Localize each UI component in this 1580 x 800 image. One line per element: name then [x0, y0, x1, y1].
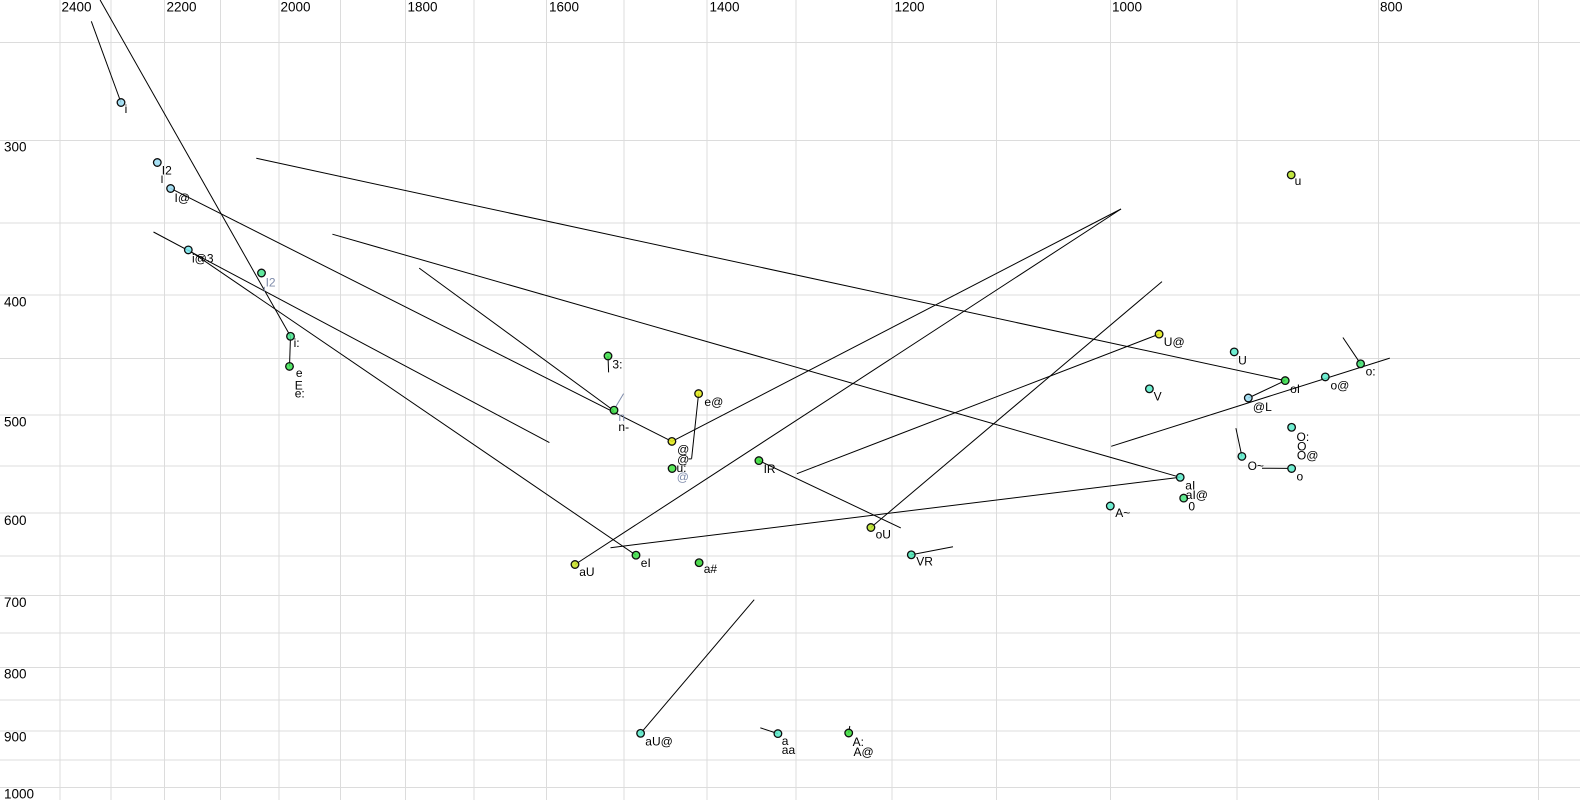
- svg-text:A:: A:: [853, 735, 864, 749]
- svg-text:1000: 1000: [4, 786, 34, 800]
- svg-text:U@: U@: [1164, 335, 1185, 349]
- svg-text:oU: oU: [876, 527, 891, 541]
- svg-text:O~: O~: [1248, 459, 1264, 473]
- svg-text:@: @: [677, 443, 689, 457]
- svg-text:500: 500: [4, 414, 27, 429]
- svg-text:@L: @L: [1253, 400, 1272, 414]
- svg-text:i:: i:: [294, 336, 300, 350]
- svg-text:aU: aU: [579, 565, 594, 579]
- svg-text:I2: I2: [266, 275, 276, 289]
- svg-text:800: 800: [4, 666, 27, 681]
- svg-text:A~: A~: [1115, 506, 1130, 520]
- svg-text:@: @: [677, 453, 689, 467]
- svg-text:e@: e@: [704, 395, 723, 409]
- svg-text:aa: aa: [782, 743, 796, 757]
- svg-text:V: V: [1154, 390, 1162, 404]
- svg-text:VR: VR: [916, 555, 933, 569]
- svg-text:A@: A@: [854, 745, 874, 759]
- svg-text:1000: 1000: [1112, 0, 1142, 15]
- svg-text:aI: aI: [1185, 478, 1195, 492]
- svg-text:aU@: aU@: [645, 735, 673, 749]
- svg-text:2000: 2000: [281, 0, 311, 15]
- svg-text:1600: 1600: [549, 0, 579, 15]
- svg-text:u: u: [1295, 174, 1302, 188]
- svg-text:700: 700: [4, 595, 27, 610]
- svg-text:eI: eI: [641, 556, 651, 570]
- svg-text:u:: u:: [677, 461, 687, 475]
- svg-text:a#: a#: [704, 562, 718, 576]
- svg-text:0: 0: [1188, 500, 1195, 514]
- svg-text:oI: oI: [1290, 382, 1300, 396]
- svg-text:i: i: [125, 102, 128, 116]
- svg-text:2200: 2200: [167, 0, 197, 15]
- svg-text:I@: I@: [175, 191, 191, 205]
- svg-text:800: 800: [1380, 0, 1403, 15]
- svg-text:e: e: [296, 366, 303, 380]
- svg-text:a: a: [782, 734, 789, 748]
- svg-text:400: 400: [4, 294, 27, 309]
- svg-text:e:: e:: [295, 386, 305, 400]
- svg-text:o:: o:: [1366, 364, 1376, 378]
- svg-text:I2: I2: [162, 164, 172, 178]
- svg-text:o@: o@: [1331, 379, 1350, 393]
- svg-text:i@3: i@3: [192, 252, 214, 266]
- svg-text:o: o: [1297, 470, 1304, 484]
- svg-text:n: n: [618, 410, 625, 424]
- svg-text:E: E: [295, 378, 303, 392]
- svg-text:1800: 1800: [408, 0, 438, 15]
- svg-text:3:: 3:: [612, 357, 622, 371]
- svg-text:1400: 1400: [710, 0, 740, 15]
- svg-text:O@: O@: [1297, 448, 1319, 462]
- svg-text:n-: n-: [618, 420, 629, 434]
- svg-text:1200: 1200: [895, 0, 925, 15]
- svg-text:O: O: [1297, 439, 1306, 453]
- svg-text:900: 900: [4, 729, 27, 744]
- svg-text:U: U: [1238, 353, 1247, 367]
- svg-text:300: 300: [4, 139, 27, 154]
- svg-text:@: @: [677, 470, 689, 484]
- svg-text:O:: O:: [1297, 430, 1310, 444]
- svg-text:aI@: aI@: [1186, 488, 1208, 502]
- svg-text:600: 600: [4, 513, 27, 528]
- svg-text:2400: 2400: [62, 0, 92, 15]
- svg-text:IR: IR: [764, 462, 776, 476]
